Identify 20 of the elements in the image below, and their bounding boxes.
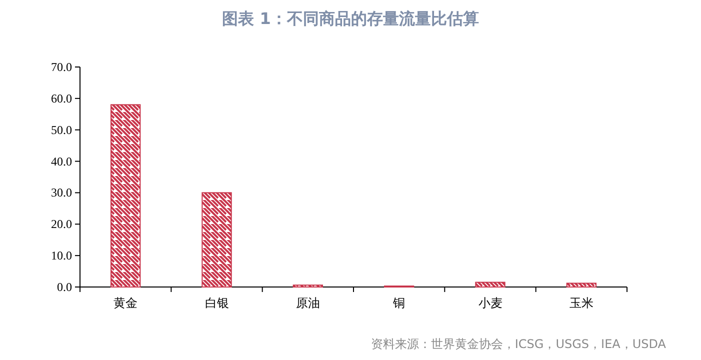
y-tick-label: 40.0 [51, 154, 72, 168]
x-tick-label: 玉米 [569, 296, 594, 310]
y-tick-label: 50.0 [51, 122, 72, 137]
x-tick-label: 原油 [296, 296, 320, 310]
y-tick-label: 0.0 [57, 280, 72, 294]
text: 资料来源：世界黄金协会，ICSG，USGS，IEA，USDA [370, 337, 667, 351]
x-tick-label: 黄金 [114, 296, 138, 310]
chart-title: 图表 1：不同商品的存量流量比估算 [222, 9, 479, 28]
bar [202, 192, 232, 288]
bar [566, 282, 597, 288]
y-tick-label: 30.0 [51, 186, 72, 200]
bar [110, 104, 141, 288]
y-tick-label: 70.0 [51, 60, 72, 74]
x-tick-label: 白银 [204, 296, 229, 310]
x-tick-label: 小麦 [478, 296, 502, 310]
bar [475, 282, 506, 288]
y-tick-label: 20.0 [51, 217, 72, 232]
x-tick-label: 铜 [392, 296, 406, 310]
y-tick-label: 60.0 [51, 91, 72, 106]
y-tick-label: 10.0 [51, 248, 72, 263]
